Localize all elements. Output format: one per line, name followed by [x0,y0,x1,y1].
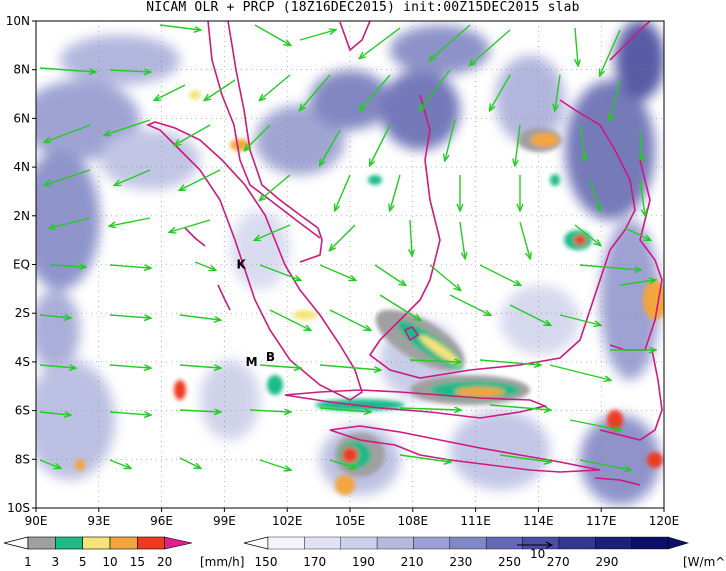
y-axis: 10N 8N 6N 4N 2N EQ 2S 4S 6S 8S 10S [6,14,36,515]
olr-colorbar-label: 190 [352,555,375,569]
x-tick-label: 108E [398,514,429,528]
y-tick-label: 6N [13,111,30,125]
station-label: B [266,350,275,364]
olr-colorbar-swatch [340,536,378,550]
olr-cloud-shading [36,21,664,505]
prcp-colorbar-label: 20 [157,555,172,569]
olr-colorbar-swatch [485,536,523,550]
station-label: K [236,258,246,272]
reference-vector-label: 10 [530,547,545,561]
prcp-colorbar-swatch [137,536,165,550]
olr-colorbar-label: 290 [595,555,618,569]
olr-colorbar-swatch [413,536,451,550]
olr-colorbar-swatch [449,536,487,550]
olr-unit-label: [W/m^2] [683,555,726,569]
olr-colorbar-swatch [304,536,341,550]
precipitation-shading [75,90,664,495]
x-tick-label: 117E [586,514,617,528]
y-tick-label: 8N [13,63,30,77]
y-tick-label: 4N [13,160,30,174]
olr-colorbar: 150 170 190 210 230 250 270 290 [243,536,690,569]
olr-colorbar-swatch [267,536,305,550]
prcp-colorbar-label: 1 [24,555,32,569]
olr-colorbar-swatch [558,536,596,550]
olr-colorbar-swatch [631,536,669,550]
map-title: NICAM OLR + PRCP (18Z16DEC2015) init:00Z… [146,0,580,15]
x-tick-label: 96E [150,514,173,528]
olr-colorbar-label: 230 [449,555,472,569]
y-tick-label: 2S [15,306,30,320]
olr-colorbar-label: 170 [303,555,326,569]
olr-colorbar-lower-arrow [243,536,269,550]
prcp-colorbar-swatch [55,536,83,550]
x-tick-label: 93E [87,514,110,528]
station-labels: K M B [236,258,275,369]
x-tick-label: 105E [335,514,366,528]
prcp-colorbar-swatch [27,536,56,550]
x-tick-label: 111E [460,514,491,528]
prcp-colorbar-upper-arrow [164,536,193,550]
x-tick-label: 120E [649,514,680,528]
olr-colorbar-swatch [376,536,414,550]
wind-vectors [39,24,655,470]
olr-colorbar-label: 270 [547,555,570,569]
prcp-unit-label: [mm/h] [200,555,244,569]
y-tick-label: 6S [15,404,30,418]
y-tick-label: 10N [6,14,30,28]
y-tick-label: 2N [13,209,30,223]
olr-colorbar-upper-arrow [667,536,690,550]
olr-colorbar-label: 210 [401,555,424,569]
station-label: M [246,355,258,369]
x-tick-label: 99E [213,514,236,528]
prcp-colorbar-swatch [109,536,138,550]
prcp-colorbar-swatch [82,536,111,550]
x-tick-label: 90E [25,514,48,528]
precipitation-colorbar: 1 3 5 10 15 20 [3,536,193,569]
olr-colorbar-swatch [595,536,632,550]
olr-colorbar-label: 250 [498,555,521,569]
reference-vector: 10 [517,541,554,561]
prcp-colorbar-lower-arrow [3,536,29,550]
prcp-colorbar-label: 5 [79,555,87,569]
y-tick-label: 8S [15,452,30,466]
x-axis: 90E 93E 96E 99E 102E 105E 108E 111E 114E 117E 120E [25,508,680,528]
y-tick-label: 4S [15,355,30,369]
x-tick-label: 114E [523,514,554,528]
prcp-colorbar-label: 3 [52,555,60,569]
x-tick-label: 102E [272,514,303,528]
olr-colorbar-label: 150 [255,555,278,569]
y-tick-label: 10S [7,501,30,515]
y-tick-label: EQ [13,258,30,272]
prcp-colorbar-label: 10 [102,555,117,569]
prcp-colorbar-label: 15 [130,555,145,569]
